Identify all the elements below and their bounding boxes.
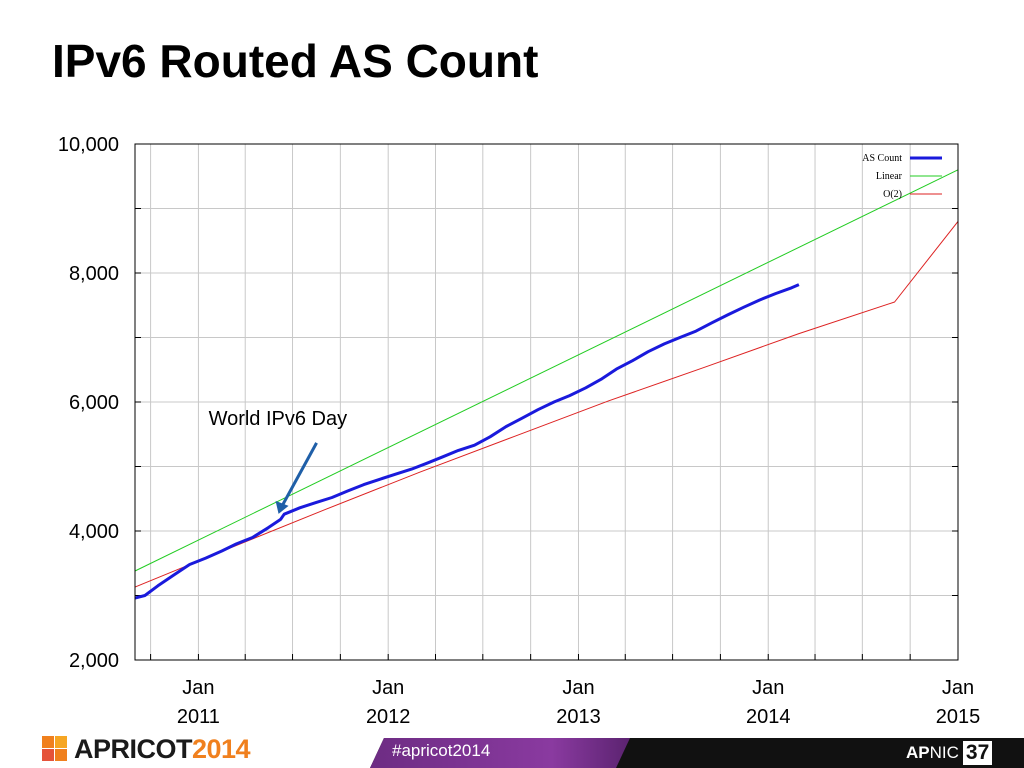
apricot-logo: APRICOT 2014	[42, 733, 251, 764]
chart-series	[134, 169, 959, 600]
footer-banner-accent	[370, 738, 630, 768]
y-axis-ticks: 2,000 4,000 6,000 8,000 10,000	[58, 134, 119, 672]
x-tick-label: Jan 2012	[366, 677, 411, 728]
chart-grid	[135, 144, 958, 660]
chart-annotation: World IPv6 Day	[209, 408, 348, 514]
apnic-number: 37	[962, 741, 993, 765]
slide-title: IPv6 Routed AS Count	[52, 35, 539, 87]
apnic-logo: AP NIC 37	[906, 740, 993, 766]
y-tick-label: 8,000	[69, 263, 119, 285]
x-axis-ticks: Jan 2011 Jan 2012 Jan 2013 Jan 2014 Jan 2015	[177, 677, 980, 728]
annotation-arrowhead	[275, 500, 289, 514]
series-line-as-count	[134, 283, 800, 600]
annotation-label: World IPv6 Day	[209, 408, 348, 430]
x-tick-label: Jan 2011	[177, 677, 220, 728]
series-line-linear	[134, 169, 959, 572]
plot-frame	[134, 143, 959, 661]
y-tick-label: 2,000	[69, 650, 119, 672]
x-tick-label: Jan 2013	[556, 677, 601, 728]
hashtag: #apricot2014	[392, 741, 491, 760]
apricot-mark-icon	[42, 736, 68, 762]
legend-label: AS Count	[862, 153, 902, 164]
apnic-ap: AP	[906, 743, 930, 762]
chart-legend: AS Count Linear O(2)	[862, 153, 942, 200]
conference-name: APRICOT	[74, 733, 193, 764]
y-tick-label: 6,000	[69, 392, 119, 414]
legend-label: O(2)	[883, 189, 902, 200]
y-tick-label: 10,000	[58, 134, 119, 156]
y-tick-label: 4,000	[69, 521, 119, 543]
x-tick-label: Jan 2015	[936, 677, 981, 728]
legend-label: Linear	[876, 171, 903, 182]
annotation-arrow	[280, 442, 318, 508]
series-line-o-2	[134, 221, 959, 588]
apnic-nic: NIC	[929, 743, 959, 762]
conference-year: 2014	[192, 733, 251, 764]
x-tick-label: Jan 2014	[746, 677, 791, 728]
